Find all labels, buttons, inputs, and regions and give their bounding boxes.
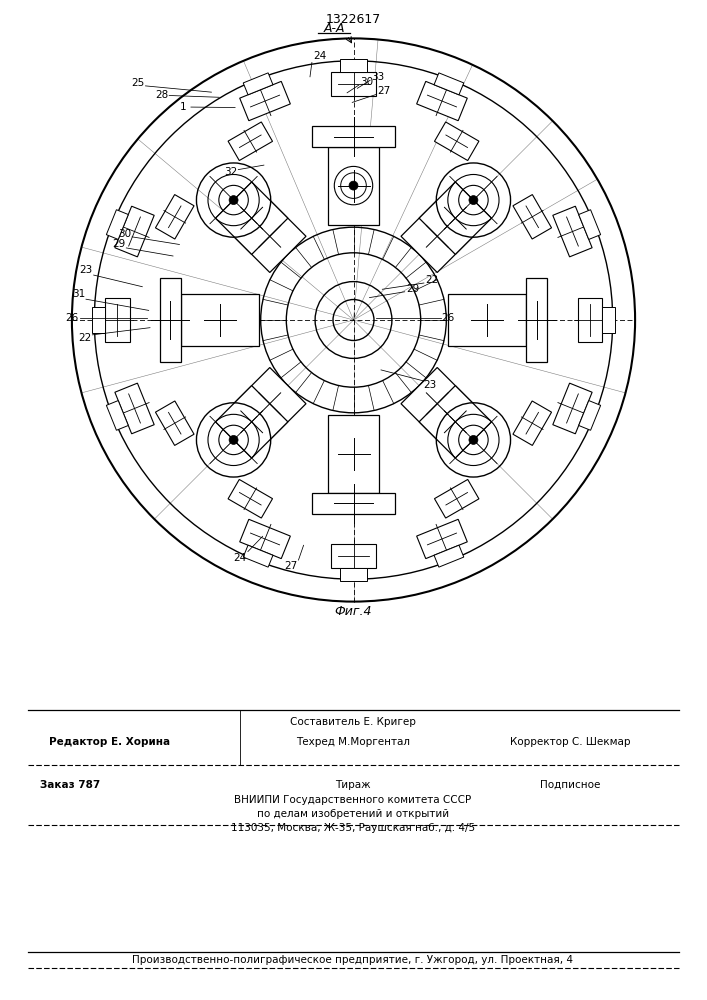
Text: Редактор Е. Хорина: Редактор Е. Хорина [49,737,170,747]
Polygon shape [312,493,395,514]
Polygon shape [526,278,547,362]
Polygon shape [331,72,376,96]
Polygon shape [513,401,551,445]
Text: ВНИИПИ Государственного комитета СССР: ВНИИПИ Государственного комитета СССР [235,795,472,805]
Text: 22: 22 [425,275,438,285]
Text: 27: 27 [284,561,298,571]
Text: 25: 25 [132,78,144,88]
Text: Производственно-полиграфическое предприятие, г. Ужгород, ул. Проектная, 4: Производственно-полиграфическое предприя… [132,955,573,965]
Text: Составитель Е. Кригер: Составитель Е. Кригер [290,717,416,727]
Text: Подписное: Подписное [540,780,600,790]
Polygon shape [156,195,194,239]
Polygon shape [240,81,291,121]
Polygon shape [233,368,306,440]
Polygon shape [401,368,474,440]
Text: Заказ 787: Заказ 787 [40,780,100,790]
Polygon shape [243,73,273,95]
Text: 30: 30 [360,77,373,87]
Polygon shape [578,298,602,342]
Circle shape [229,435,238,444]
Circle shape [229,196,238,205]
Polygon shape [331,544,376,568]
Polygon shape [416,519,467,559]
Polygon shape [419,182,491,254]
Text: 24: 24 [313,51,326,61]
Circle shape [349,181,358,190]
Polygon shape [553,206,592,257]
Polygon shape [115,206,154,257]
Polygon shape [419,386,491,458]
Text: Корректор С. Шекмар: Корректор С. Шекмар [510,737,630,747]
Text: 23: 23 [79,265,93,275]
Text: 28: 28 [155,90,168,100]
Text: 32: 32 [224,167,238,177]
Polygon shape [435,122,479,161]
Text: Техред М.Моргентал: Техред М.Моргентал [296,737,410,747]
Text: 27: 27 [378,86,391,96]
Polygon shape [401,200,474,272]
Polygon shape [216,386,288,458]
Text: А-А: А-А [324,22,345,35]
Polygon shape [93,307,105,333]
Polygon shape [156,401,194,445]
Text: 26: 26 [65,313,78,323]
Circle shape [469,435,478,444]
Polygon shape [448,294,526,346]
Polygon shape [434,545,464,567]
Polygon shape [553,383,592,434]
Text: 1: 1 [180,102,187,112]
Text: 31: 31 [71,289,85,299]
Text: 26: 26 [442,313,455,323]
Text: 29: 29 [112,239,125,249]
Polygon shape [240,519,291,559]
Text: 1322617: 1322617 [326,13,381,26]
Polygon shape [228,479,272,518]
Polygon shape [233,200,306,272]
Polygon shape [312,126,395,147]
Text: по делам изобретений и открытий: по делам изобретений и открытий [257,809,449,819]
Polygon shape [115,383,154,434]
Polygon shape [513,195,551,239]
Polygon shape [243,545,273,567]
Text: 30: 30 [118,229,131,239]
Text: Фиг.4: Фиг.4 [334,605,373,618]
Polygon shape [340,59,367,72]
Text: 24: 24 [233,553,247,563]
Polygon shape [216,182,288,254]
Text: 29: 29 [406,284,419,294]
Text: 33: 33 [371,72,385,82]
Polygon shape [416,81,467,121]
Text: 23: 23 [423,380,437,390]
Polygon shape [181,294,259,346]
Circle shape [469,196,478,205]
Polygon shape [105,298,129,342]
Polygon shape [106,401,128,430]
Polygon shape [228,122,272,161]
Text: Тираж: Тираж [335,780,370,790]
Polygon shape [579,401,601,430]
Polygon shape [328,147,379,225]
Polygon shape [328,415,379,493]
Polygon shape [435,479,479,518]
Polygon shape [340,568,367,581]
Polygon shape [602,307,614,333]
Text: 113035, Москва, Ж-35, Раушская наб., д. 4/5: 113035, Москва, Ж-35, Раушская наб., д. … [231,823,475,833]
Polygon shape [579,210,601,239]
Text: 22: 22 [78,333,91,343]
Polygon shape [160,278,181,362]
Polygon shape [434,73,464,95]
Polygon shape [106,210,128,239]
